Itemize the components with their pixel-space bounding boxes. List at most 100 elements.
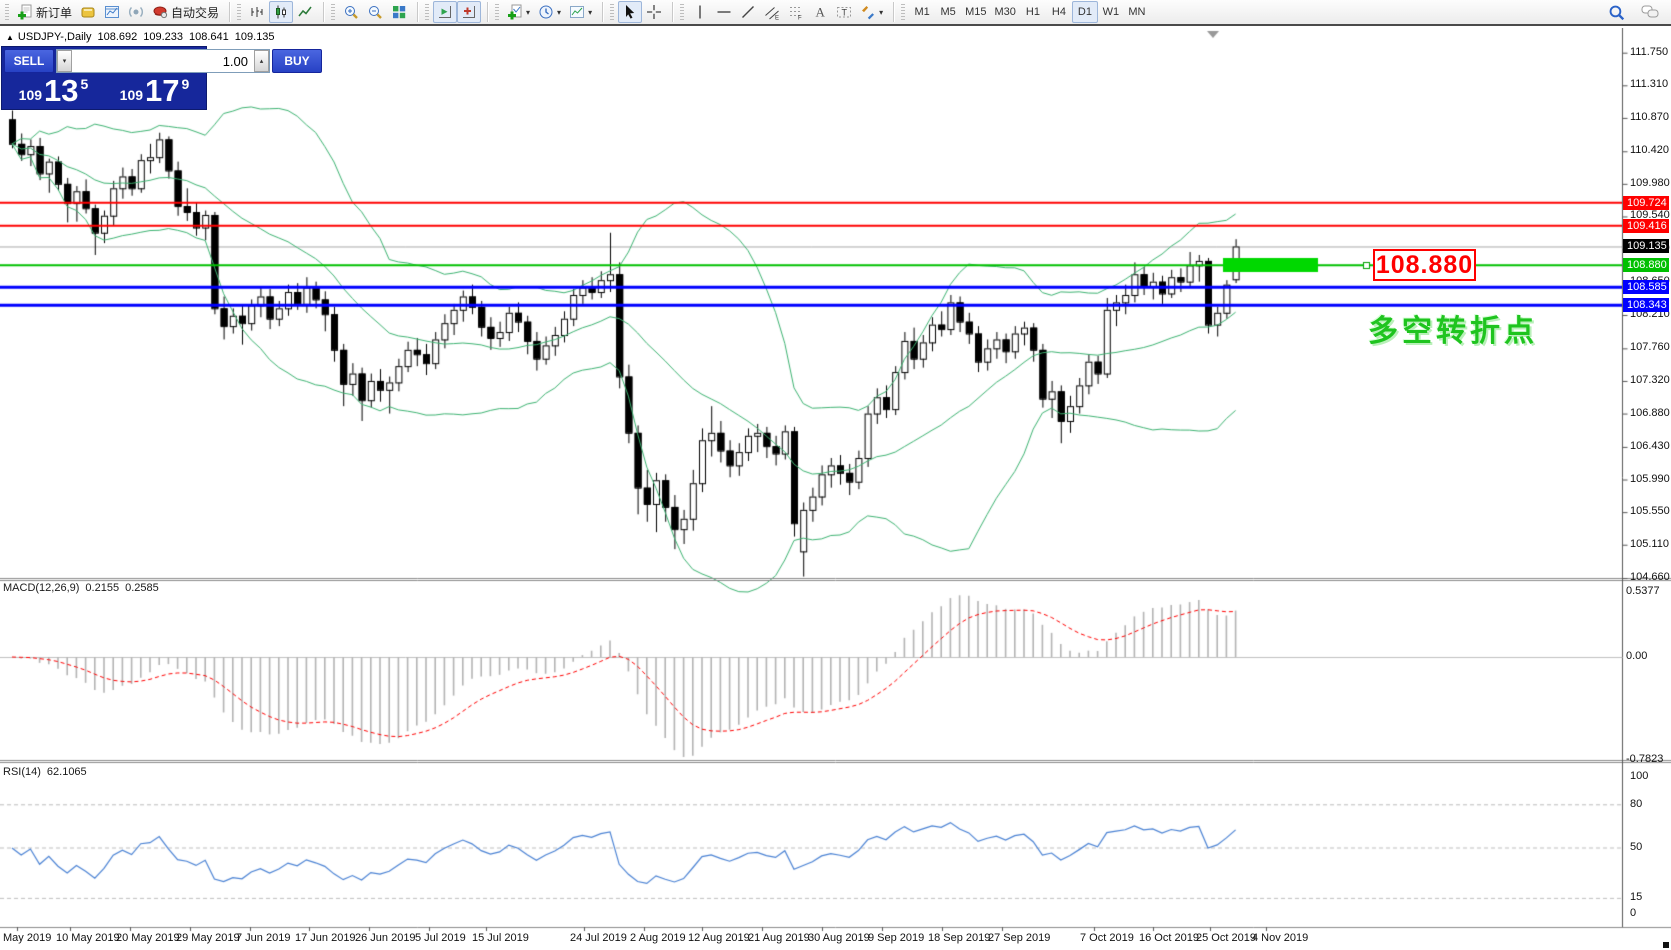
text-button[interactable]: A bbox=[808, 1, 832, 23]
time-axis-label: 25 Oct 2019 bbox=[1196, 932, 1256, 944]
timeframe-tf-w1-button[interactable]: W1 bbox=[1098, 1, 1124, 23]
text-icon: A bbox=[812, 4, 828, 20]
timeframe-tf-m30-button[interactable]: M30 bbox=[991, 1, 1020, 23]
chart-shift-button[interactable] bbox=[457, 1, 482, 23]
cursor-button[interactable] bbox=[618, 1, 643, 23]
tile-windows-icon bbox=[391, 4, 407, 20]
drag-handle-icon[interactable] bbox=[5, 4, 9, 20]
price-axis-tick-label: 109.540 bbox=[1630, 209, 1670, 222]
macd-scale-label: 0.00 bbox=[1626, 650, 1648, 662]
bar-chart-button[interactable] bbox=[245, 1, 269, 23]
signals-button[interactable] bbox=[124, 1, 148, 23]
timeframe-tf-mn-button[interactable]: MN bbox=[1124, 1, 1150, 23]
bar-chart-icon bbox=[249, 4, 265, 20]
price-axis-tick-label: 110.870 bbox=[1630, 110, 1669, 123]
editor-button[interactable] bbox=[76, 1, 100, 23]
horizontal-line-button[interactable] bbox=[712, 1, 736, 23]
auto-scroll-button[interactable] bbox=[433, 1, 458, 23]
drag-handle-icon[interactable] bbox=[495, 4, 500, 20]
tile-windows-button[interactable] bbox=[387, 1, 411, 23]
text-label-button[interactable]: T bbox=[832, 1, 856, 23]
resize-grip[interactable] bbox=[1663, 942, 1669, 948]
toolbar-separator bbox=[417, 2, 420, 22]
toolbar-group: E F A T ▾ bbox=[677, 0, 890, 24]
dropdown-arrow-icon[interactable]: ▾ bbox=[588, 7, 593, 17]
drag-handle-icon[interactable] bbox=[331, 4, 336, 20]
price-chart-canvas[interactable] bbox=[0, 28, 1671, 950]
drag-handle-icon[interactable] bbox=[610, 4, 615, 20]
time-axis-label: 29 May 2019 bbox=[176, 932, 240, 944]
text-label-icon: T bbox=[836, 4, 852, 20]
time-axis-label: 5 Jul 2019 bbox=[415, 932, 466, 944]
tf-h1-label: H1 bbox=[1025, 6, 1040, 18]
trendline-button[interactable] bbox=[736, 1, 760, 23]
timeframe-tf-m15-button[interactable]: M15 bbox=[961, 1, 990, 23]
toolbar-separator bbox=[672, 2, 675, 22]
toolbar-group: ▾ ▾ ▾ bbox=[492, 0, 599, 24]
timeframe-tf-m5-button[interactable]: M5 bbox=[935, 1, 961, 23]
equidistant-channel-button[interactable]: E bbox=[760, 1, 784, 23]
zoom-in-button[interactable] bbox=[339, 1, 363, 23]
drag-handle-icon[interactable] bbox=[425, 4, 430, 20]
autotrading-label: 自动交易 bbox=[171, 5, 220, 20]
new-order-button[interactable]: 新订单 bbox=[13, 1, 76, 23]
periods-button[interactable]: ▾ bbox=[534, 1, 565, 23]
timeframe-tf-h1-button[interactable]: H1 bbox=[1020, 1, 1046, 23]
vertical-line-icon bbox=[692, 4, 708, 20]
toolbar-group bbox=[422, 0, 484, 24]
price-axis-tick-label: 106.880 bbox=[1630, 406, 1670, 419]
chart-shift-icon bbox=[461, 4, 477, 20]
close-value: 109.135 bbox=[234, 31, 275, 43]
time-axis-label: 20 May 2019 bbox=[116, 932, 180, 944]
zoom-out-button[interactable] bbox=[363, 1, 387, 23]
sell-big-figure: 109 bbox=[18, 87, 43, 103]
tf-h4-label: H4 bbox=[1051, 6, 1066, 18]
time-axis-label: 16 Oct 2019 bbox=[1139, 932, 1199, 944]
crosshair-icon bbox=[646, 4, 662, 20]
buy-price[interactable]: 109 17 9 bbox=[105, 75, 204, 107]
dropdown-arrow-icon[interactable]: ▾ bbox=[879, 7, 884, 17]
sell-price[interactable]: 109 13 5 bbox=[4, 75, 103, 107]
time-axis-label: 26 Jun 2019 bbox=[355, 932, 416, 944]
volume-decrease-button[interactable]: ▾ bbox=[57, 50, 72, 72]
buy-button[interactable]: BUY bbox=[272, 49, 322, 73]
templates-button[interactable]: ▾ bbox=[565, 1, 596, 23]
rsi-pane-label: RSI(14) 62.1065 bbox=[3, 766, 93, 778]
volume-increase-button[interactable]: ▴ bbox=[254, 50, 269, 72]
panel-collapse-icon[interactable]: ▲ bbox=[6, 33, 14, 42]
cursor-icon bbox=[622, 4, 638, 20]
candlestick-button[interactable] bbox=[269, 1, 294, 23]
line-chart-button[interactable] bbox=[293, 1, 317, 23]
chat-button[interactable] bbox=[1637, 1, 1663, 23]
turning-point-annotation[interactable]: 多空转折点 bbox=[1368, 315, 1538, 348]
dropdown-arrow-icon[interactable]: ▾ bbox=[526, 7, 531, 17]
drag-handle-icon[interactable] bbox=[901, 4, 906, 20]
timeframe-tf-h4-button[interactable]: H4 bbox=[1046, 1, 1072, 23]
toolbar-separator bbox=[229, 2, 232, 22]
fibonacci-button[interactable]: F bbox=[784, 1, 808, 23]
arrows-button[interactable]: ▾ bbox=[856, 1, 887, 23]
buy-pips: 17 bbox=[145, 73, 180, 108]
time-axis-label: 17 Jun 2019 bbox=[295, 932, 356, 944]
volume-input[interactable] bbox=[72, 50, 254, 72]
sell-button[interactable]: SELL bbox=[4, 49, 54, 73]
autotrading-button[interactable]: 自动交易 bbox=[148, 1, 223, 23]
timeframe-tf-d1-button[interactable]: D1 bbox=[1071, 1, 1098, 23]
search-button[interactable] bbox=[1604, 1, 1629, 23]
price-tag: 109.135 bbox=[1623, 239, 1669, 254]
symbol-period-label: USDJPY-,Daily bbox=[17, 31, 92, 43]
trendline-icon bbox=[740, 4, 756, 20]
price-axis-tick-label: 105.990 bbox=[1630, 472, 1670, 485]
chart-window-button[interactable] bbox=[100, 1, 124, 23]
drag-handle-icon[interactable] bbox=[680, 4, 685, 20]
timeframe-tf-m1-button[interactable]: M1 bbox=[909, 1, 935, 23]
vertical-line-button[interactable] bbox=[688, 1, 712, 23]
crosshair-button[interactable] bbox=[642, 1, 666, 23]
rsi-scale-label: 50 bbox=[1630, 841, 1643, 853]
price-callout[interactable]: 108.880 bbox=[1373, 249, 1476, 281]
chart-window-icon bbox=[104, 4, 120, 20]
dropdown-arrow-icon[interactable]: ▾ bbox=[557, 7, 562, 17]
drag-handle-icon[interactable] bbox=[237, 4, 242, 20]
indicators-button[interactable]: ▾ bbox=[503, 1, 534, 23]
